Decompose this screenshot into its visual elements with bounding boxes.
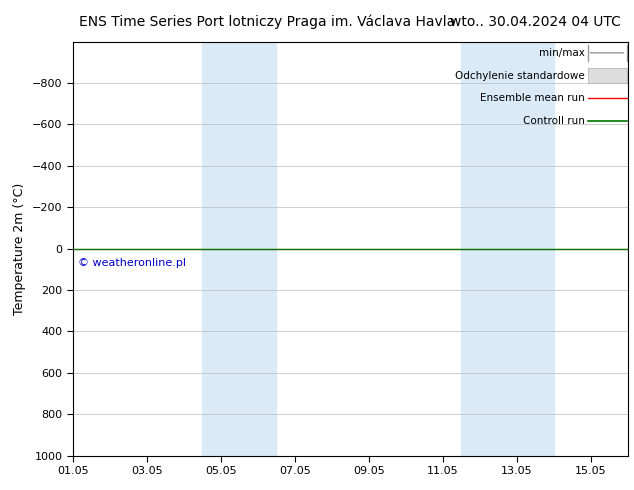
FancyBboxPatch shape — [588, 69, 626, 83]
Text: wto.. 30.04.2024 04 UTC: wto.. 30.04.2024 04 UTC — [450, 15, 621, 29]
Text: Ensemble mean run: Ensemble mean run — [480, 94, 585, 103]
Text: Odchylenie standardowe: Odchylenie standardowe — [455, 71, 585, 80]
Text: Controll run: Controll run — [523, 116, 585, 126]
Text: ENS Time Series Port lotniczy Praga im. Václava Havla: ENS Time Series Port lotniczy Praga im. … — [79, 15, 455, 29]
Y-axis label: Temperature 2m (°C): Temperature 2m (°C) — [13, 183, 27, 315]
Text: © weatheronline.pl: © weatheronline.pl — [79, 258, 186, 268]
Bar — [202, 42, 276, 456]
Bar — [462, 42, 553, 456]
Text: min/max: min/max — [539, 48, 585, 58]
